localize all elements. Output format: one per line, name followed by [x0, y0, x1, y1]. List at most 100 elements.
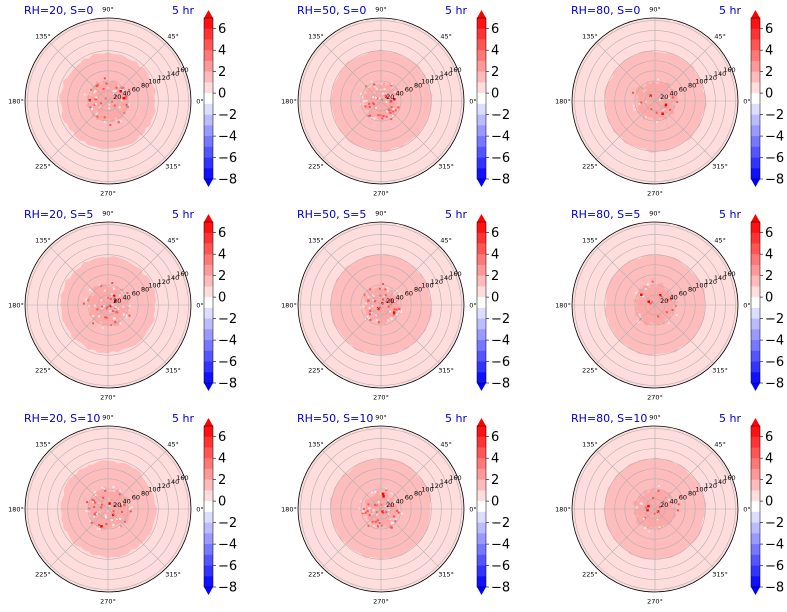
colorbar-segment: [751, 458, 760, 470]
hot-spot: [112, 294, 116, 298]
colorbar-tick-label: −8: [218, 581, 237, 596]
speck: [371, 305, 374, 308]
angular-tick-label: 270°: [373, 190, 389, 198]
radial-tick-label: 60: [679, 493, 687, 501]
colorbar-segment: [477, 114, 486, 126]
colorbar-segment: [477, 318, 486, 330]
speck: [386, 287, 389, 290]
colorbar-segment: [204, 447, 213, 459]
speck: [632, 105, 635, 108]
speck: [106, 509, 109, 512]
speck: [94, 103, 97, 105]
angular-tick-label: 0°: [469, 506, 476, 514]
speck: [361, 96, 364, 99]
polar-panel: RH=50, S=0 5 hr 0° 45° 90° 135° 180° 225° 270° 31…: [273, 0, 535, 204]
colorbar-tick-label: 0: [218, 87, 226, 102]
angular-tick-label: 135°: [35, 440, 51, 448]
hot-spot: [640, 293, 643, 296]
speck: [94, 501, 97, 504]
speck: [103, 116, 106, 119]
radial-tick-label: 80: [688, 286, 696, 294]
colorbar-segment: [751, 426, 760, 438]
speck: [126, 292, 129, 295]
colorbar-segment: [204, 264, 213, 276]
colorbar-tick-label: 0: [765, 87, 773, 102]
colorbar-segment: [751, 18, 760, 30]
radial-tick-label: 20: [113, 297, 121, 305]
speck: [675, 314, 678, 316]
speck: [676, 509, 679, 512]
colorbar-segment: [204, 28, 213, 40]
radial-tick-label: 40: [122, 293, 130, 301]
colorbar-tick-label: −2: [765, 108, 784, 123]
radial-tick-label: 60: [679, 85, 687, 93]
radial-tick-label: 80: [688, 490, 696, 498]
speck: [111, 100, 114, 103]
radial-tick-label: 20: [660, 93, 668, 101]
angular-tick-label: 225°: [582, 163, 598, 171]
speck: [360, 500, 363, 503]
speck: [108, 107, 111, 110]
speck: [93, 506, 96, 509]
radial-tick-label: 80: [141, 82, 149, 90]
colorbar-tick-label: 4: [218, 452, 226, 467]
speck: [122, 305, 125, 308]
colorbar-tick-label: −8: [491, 173, 510, 188]
angular-tick-label: 270°: [373, 598, 389, 606]
angular-gridline: [107, 42, 167, 102]
radial-tick-label: 80: [141, 286, 149, 294]
hot-spot: [664, 103, 668, 106]
angular-gridline: [654, 304, 714, 364]
colorbar-tick-label: −4: [765, 538, 784, 553]
speck: [367, 296, 370, 299]
angular-gridline: [107, 246, 167, 306]
angular-gridline: [596, 304, 656, 364]
panel-title: RH=50, S=0: [297, 4, 367, 17]
speck: [113, 104, 116, 107]
colorbar-tick-label: −4: [491, 538, 510, 553]
speck: [390, 299, 393, 302]
speck: [372, 102, 375, 105]
colorbar-tick-label: 6: [491, 430, 499, 445]
speck: [124, 96, 127, 99]
colorbar-tick-label: 2: [765, 65, 773, 80]
speck: [390, 106, 393, 109]
colorbar-segment: [477, 103, 486, 115]
colorbar-tick-label: 4: [491, 452, 499, 467]
speck: [100, 506, 103, 509]
speck: [373, 117, 376, 120]
colorbar-extend-min: [477, 587, 486, 595]
angular-gridline: [596, 450, 656, 510]
colorbar-extend-min: [477, 179, 486, 187]
speck: [130, 506, 133, 509]
radial-tick-label: 100: [421, 282, 433, 290]
speck: [380, 524, 383, 527]
speck: [112, 310, 114, 312]
angular-tick-label: 90°: [375, 6, 387, 14]
speck: [362, 305, 365, 308]
speck: [375, 511, 378, 514]
angular-tick-label: 135°: [308, 32, 324, 40]
speck: [370, 81, 373, 84]
speck: [389, 504, 392, 507]
angular-tick-label: 90°: [375, 210, 387, 218]
speck: [393, 500, 396, 503]
colorbar-segment: [477, 576, 486, 588]
polar-frame: [297, 221, 465, 389]
speck: [400, 310, 403, 313]
colorbar-tick-label: −8: [218, 377, 237, 392]
speck: [655, 120, 658, 123]
colorbar-segment: [477, 82, 486, 94]
speck: [127, 93, 129, 96]
speck: [97, 315, 100, 318]
colorbar-segment: [477, 340, 486, 352]
speck: [98, 528, 101, 531]
speck: [371, 294, 374, 297]
colorbar-tick-label: 0: [765, 495, 773, 510]
radial-tick-label: 120: [158, 482, 170, 490]
speck: [100, 503, 103, 506]
hot-spot: [384, 95, 388, 98]
speck: [384, 505, 387, 507]
colorbar-segment: [751, 533, 760, 545]
colorbar-segment: [751, 125, 760, 137]
